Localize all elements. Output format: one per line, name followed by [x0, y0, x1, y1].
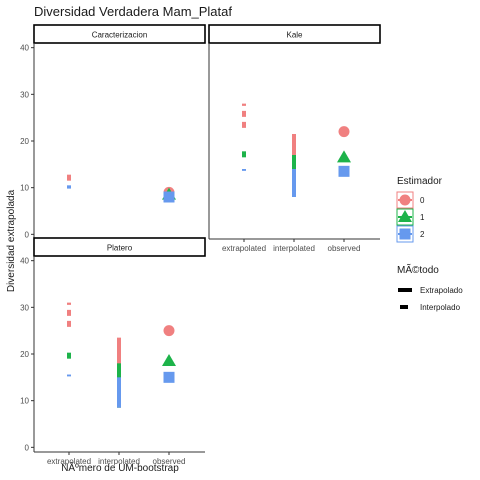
facet-strip: [208, 24, 381, 44]
y-tick-label: 0: [25, 443, 30, 452]
observed-point-0: [163, 325, 175, 337]
legend-estimador-label: 2: [420, 230, 425, 239]
y-tick-label: 40: [20, 44, 29, 53]
facet-strip-label: Caracterizacion: [92, 31, 148, 40]
chart-title: Diversidad Verdadera Mam_Plataf: [34, 4, 232, 19]
y-tick-label: 20: [20, 137, 29, 146]
legend-metodo-label: Extrapolado: [420, 286, 463, 295]
x-tick-label: observed: [328, 244, 361, 253]
observed-point-1: [162, 354, 176, 366]
y-axis-label: Diversidad extrapolada: [6, 189, 17, 292]
y-tick-label: 20: [20, 350, 29, 359]
facet-strip: [33, 237, 206, 257]
x-tick-label: extrapolated: [222, 244, 266, 253]
legend-metodo-label: Interpolado: [420, 303, 461, 312]
legend-triangle-1: [398, 210, 412, 222]
y-tick-label: 10: [20, 184, 29, 193]
y-tick-label: 10: [20, 397, 29, 406]
x-tick-label: observed: [153, 457, 186, 466]
legend-estimador-label: 1: [420, 213, 425, 222]
legend-metodo-title: MÃ©todo: [397, 263, 439, 276]
x-tick-label: interpolated: [98, 457, 140, 466]
x-tick-label: extrapolated: [47, 457, 91, 466]
legend-square-2: [399, 228, 411, 240]
y-tick-label: 30: [20, 303, 29, 312]
facet-panels: Caracterizacion 0 10 20 30 40 Kale extrapolated…: [20, 24, 381, 466]
observed-point-0: [338, 126, 350, 138]
observed-point-2: [163, 191, 175, 203]
observed-point-2: [338, 165, 350, 177]
facet-strip-label: Platero: [107, 244, 133, 253]
observed-point-2: [163, 371, 175, 383]
legend: Estimador 0 1 2 MÃ©todo Extrapolado Interpolad…: [396, 176, 463, 312]
y-tick-label: 30: [20, 90, 29, 99]
facet-panel-caracterizacion: Caracterizacion 0 10 20 30 40: [20, 24, 206, 240]
facet-panel-platero: Platero 0 10 20 30 40 extrapolated interpolated…: [20, 237, 206, 466]
x-axis-label: NÃºmero de UM-bootstrap: [61, 461, 179, 474]
legend-estimador-label: 0: [420, 196, 425, 205]
y-tick-label: 0: [25, 230, 30, 239]
x-tick-label: interpolated: [273, 244, 315, 253]
legend-circle-0: [399, 194, 411, 206]
y-tick-label: 40: [20, 257, 29, 266]
facet-panel-kale: Kale extrapolated interpolated observed: [208, 24, 381, 253]
observed-point-1: [337, 150, 351, 163]
facet-strip-label: Kale: [286, 31, 303, 40]
legend-estimador-title: Estimador: [397, 176, 443, 187]
facet-strip: [33, 24, 206, 44]
